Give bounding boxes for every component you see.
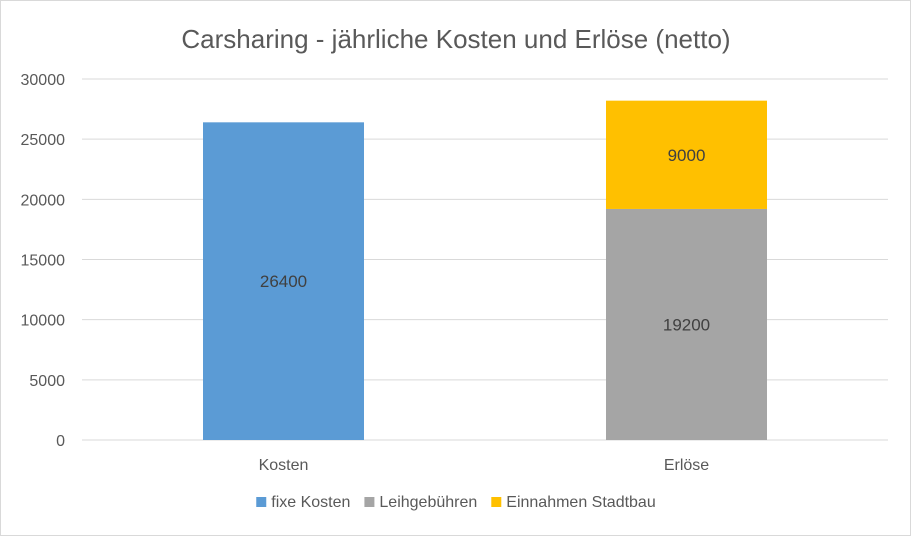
data-label: 19200 — [663, 315, 710, 334]
legend-swatch — [256, 497, 267, 507]
legend: fixe Kosten Leihgebühren Einnahmen Stadtba… — [256, 494, 656, 511]
legend-label: Einnahmen Stadtbau — [506, 494, 655, 511]
gridlines — [82, 78, 888, 441]
bars — [203, 100, 767, 440]
y-tick-label: 10000 — [21, 313, 66, 330]
bar-kosten-series-0 — [203, 122, 364, 440]
bar-erlöse-series-2 — [606, 100, 767, 209]
legend-swatch — [491, 497, 502, 507]
y-tick-label: 15000 — [21, 253, 66, 270]
data-label: 9000 — [668, 146, 706, 165]
y-tick-label: 30000 — [21, 72, 66, 89]
chart-title: Carsharing - jährliche Kosten und Erlöse… — [181, 24, 730, 54]
data-label: 26400 — [260, 272, 307, 291]
category-label: Erlöse — [664, 457, 709, 474]
labels: 0 5000 10000 15000 20000 25000 30000 26400 Koste… — [21, 72, 711, 474]
legend-item: Leihgebühren — [364, 494, 477, 511]
y-tick-label: 0 — [56, 433, 65, 450]
legend-item: Einnahmen Stadtbau — [491, 494, 656, 511]
legend-swatch — [364, 497, 375, 507]
category-label: Kosten — [259, 457, 309, 474]
legend-item: fixe Kosten — [256, 494, 350, 511]
y-tick-label: 5000 — [29, 373, 65, 390]
y-tick-label: 20000 — [21, 192, 66, 209]
bar-erlöse-series-1 — [606, 208, 767, 440]
legend-label: fixe Kosten — [271, 494, 350, 511]
y-tick-label: 25000 — [21, 132, 66, 149]
legend-label: Leihgebühren — [379, 494, 477, 511]
